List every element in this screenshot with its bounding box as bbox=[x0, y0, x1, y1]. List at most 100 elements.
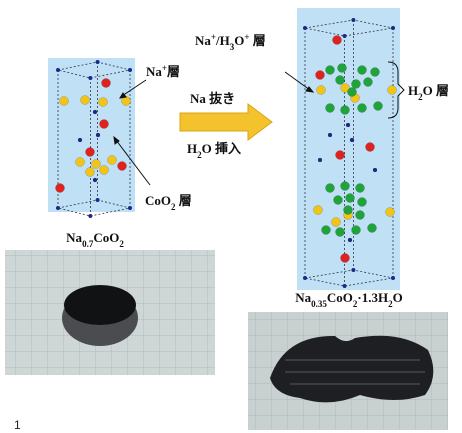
text-run: CoO bbox=[327, 290, 353, 305]
atom bbox=[92, 160, 101, 169]
text-run: Na 抜き bbox=[190, 91, 235, 106]
left-formula: Na0.7CoO2 bbox=[66, 230, 124, 249]
atom bbox=[352, 80, 361, 89]
atom bbox=[96, 198, 100, 202]
page-number: 1 bbox=[14, 418, 21, 432]
atom bbox=[351, 18, 355, 22]
atom bbox=[344, 206, 353, 215]
subscript: 0.7 bbox=[82, 239, 94, 249]
text-run: Na bbox=[295, 290, 311, 305]
atom bbox=[100, 120, 109, 129]
text-run: O 挿入 bbox=[202, 141, 241, 156]
atom bbox=[108, 156, 117, 165]
atom bbox=[358, 66, 367, 75]
atom bbox=[391, 26, 395, 30]
left-photo bbox=[5, 250, 215, 375]
atom bbox=[303, 276, 307, 280]
atom bbox=[88, 214, 92, 218]
atom bbox=[341, 182, 350, 191]
right-photo bbox=[248, 312, 448, 430]
atom bbox=[56, 184, 65, 193]
atom bbox=[303, 26, 307, 30]
text-run: H bbox=[187, 141, 197, 156]
atom bbox=[118, 162, 127, 171]
atom bbox=[373, 168, 377, 172]
na-removal-label: Na 抜き bbox=[190, 91, 235, 106]
atom bbox=[366, 143, 375, 152]
atom bbox=[334, 196, 343, 205]
atom bbox=[386, 208, 395, 217]
atom bbox=[326, 66, 335, 75]
atom bbox=[374, 102, 383, 111]
atom bbox=[93, 178, 97, 182]
atom bbox=[356, 211, 365, 220]
text-run: ·1.3H bbox=[357, 290, 388, 305]
atom bbox=[388, 86, 397, 95]
text-run: 層 bbox=[176, 193, 192, 208]
atom bbox=[316, 71, 325, 80]
atom bbox=[317, 86, 326, 95]
text-run: O bbox=[393, 290, 403, 305]
atom bbox=[81, 96, 90, 105]
atom bbox=[60, 97, 69, 106]
atom bbox=[368, 224, 377, 233]
atom bbox=[128, 68, 132, 72]
text-run: CoO bbox=[93, 230, 119, 245]
text-run: H bbox=[408, 83, 418, 98]
atom bbox=[322, 226, 331, 235]
atom bbox=[56, 206, 60, 210]
atom bbox=[346, 194, 355, 203]
atom bbox=[348, 88, 357, 97]
text-run: Na bbox=[146, 64, 162, 79]
atom bbox=[86, 168, 95, 177]
atom bbox=[76, 158, 85, 167]
atom bbox=[341, 106, 350, 115]
atom bbox=[336, 151, 345, 160]
atom bbox=[318, 158, 322, 162]
atom bbox=[352, 226, 361, 235]
atom bbox=[338, 64, 347, 73]
atom bbox=[86, 148, 95, 157]
h2o-insertion-label: H2O 挿入 bbox=[187, 141, 241, 160]
atom bbox=[56, 68, 60, 72]
subscript: 2 bbox=[119, 239, 124, 249]
atom bbox=[348, 238, 352, 242]
subscript: 0.35 bbox=[311, 299, 327, 309]
atom bbox=[350, 138, 354, 142]
atom bbox=[78, 138, 82, 142]
atom bbox=[358, 198, 367, 207]
atom bbox=[328, 133, 332, 137]
atom bbox=[358, 104, 367, 113]
atom bbox=[351, 268, 355, 272]
atom bbox=[364, 78, 373, 87]
atom bbox=[100, 166, 109, 175]
right-formula: Na0.35CoO2·1.3H2O bbox=[295, 290, 402, 309]
atom bbox=[96, 60, 100, 64]
atom bbox=[343, 284, 347, 288]
atom bbox=[96, 133, 100, 137]
text-run: CoO bbox=[145, 193, 171, 208]
text-run: Na bbox=[66, 230, 82, 245]
text-run: Na bbox=[195, 33, 211, 48]
atom bbox=[391, 276, 395, 280]
atom bbox=[341, 254, 350, 263]
atom bbox=[371, 68, 380, 77]
atom bbox=[343, 34, 347, 38]
text-run: O bbox=[234, 33, 244, 48]
atom bbox=[93, 110, 97, 114]
atom bbox=[88, 76, 92, 80]
atom bbox=[326, 184, 335, 193]
text-run: 層 bbox=[167, 64, 180, 79]
text-run: /H bbox=[215, 33, 230, 48]
atom bbox=[326, 104, 335, 113]
figure: Na+層 Na+/H3O+ 層 Na 抜き H2O 挿入 H2O 層 CoO2 … bbox=[0, 0, 462, 433]
na-layer-label: Na+層 bbox=[146, 63, 180, 79]
h2o-layer-label: H2O 層 bbox=[408, 83, 449, 102]
atom bbox=[336, 228, 345, 237]
atom bbox=[333, 36, 342, 45]
atom bbox=[99, 98, 108, 107]
atom bbox=[356, 184, 365, 193]
text-run: O 層 bbox=[423, 83, 449, 98]
na-h3o-layer-label: Na+/H3O+ 層 bbox=[195, 32, 266, 52]
atom bbox=[102, 79, 111, 88]
